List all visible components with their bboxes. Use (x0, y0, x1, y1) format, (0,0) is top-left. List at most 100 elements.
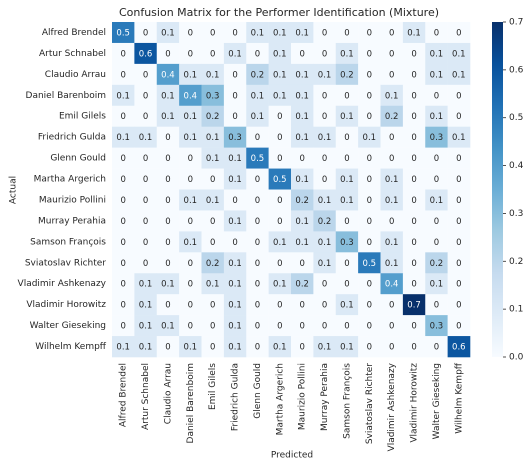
heatmap-cell (335, 315, 359, 337)
heatmap-cell (134, 22, 158, 44)
cell-label: 0 (434, 343, 439, 353)
cell-label: 0.3 (206, 91, 220, 101)
cell-label: 0 (344, 154, 349, 164)
cell-label: 0 (322, 112, 327, 122)
cell-label: 0 (434, 301, 439, 311)
heatmap-cell (380, 42, 404, 65)
heatmap-cell (380, 168, 404, 190)
cell-label: 0 (434, 238, 439, 248)
heatmap-cell (291, 273, 314, 295)
cell-label: 0.1 (228, 301, 242, 311)
heatmap-cell (358, 315, 381, 337)
heatmap-cell (425, 84, 448, 107)
heatmap-cell (380, 63, 404, 86)
heatmap-cell (112, 294, 135, 316)
cell-label: 0 (434, 154, 439, 164)
cell-label: 0 (367, 91, 372, 101)
heatmap-cell (156, 63, 180, 86)
heatmap-cell (112, 22, 135, 44)
cell-label: 0 (165, 217, 170, 227)
heatmap-cell (402, 126, 426, 148)
cell-label: 0.2 (295, 280, 309, 290)
cell-label: 0.1 (184, 343, 198, 353)
cell-label: 0.1 (273, 70, 287, 80)
heatmap-cell (313, 168, 337, 190)
cell-label: 0 (277, 259, 282, 269)
heatmap-cell (425, 147, 448, 169)
heatmap-cell (156, 273, 180, 295)
cell-label: 0 (143, 91, 148, 101)
heatmap-cell (402, 63, 426, 86)
x-tick-label: Claudio Arrau (163, 363, 173, 424)
heatmap-cell (291, 105, 314, 127)
cell-label: 0.2 (251, 70, 265, 80)
cell-label: 0.1 (318, 259, 332, 269)
cell-label: 0.1 (363, 133, 377, 143)
heatmap-cell (358, 126, 381, 148)
cell-label: 0.2 (340, 70, 354, 80)
cell-label: 0 (188, 28, 193, 38)
cell-label: 0 (143, 175, 148, 185)
heatmap-cell (156, 84, 180, 107)
y-tick-label: Murray Perahia (38, 216, 106, 226)
cell-label: 0 (411, 154, 416, 164)
heatmap-cell (201, 147, 225, 169)
cell-label: 0 (188, 259, 193, 269)
heatmap-cell (402, 210, 426, 232)
heatmap-cell (313, 63, 337, 86)
cell-label: 0.1 (184, 238, 198, 248)
cell-label: 0.1 (430, 280, 444, 290)
x-tick-label: Vladimir Ashkenazy (387, 362, 397, 451)
cell-label: 0.5 (273, 175, 287, 185)
heatmap-cell (358, 22, 381, 44)
heatmap-cell (402, 252, 426, 274)
heatmap-cell (201, 210, 225, 232)
heatmap-cell (447, 189, 471, 211)
cell-label: 0 (367, 175, 372, 185)
heatmap-cell (246, 273, 269, 295)
heatmap-cell (201, 126, 225, 148)
heatmap-cell (313, 126, 337, 148)
cell-label: 0 (322, 28, 327, 38)
heatmap-cell (425, 189, 448, 211)
heatmap-cell (335, 210, 359, 232)
cell-label: 0.1 (295, 28, 309, 38)
heatmap-cell (380, 231, 404, 253)
y-tick-label: Daniel Barenboim (26, 91, 106, 101)
cell-label: 0 (367, 154, 372, 164)
y-tick-label: Artur Schnabel (39, 49, 106, 59)
cell-label: 0 (389, 28, 394, 38)
y-tick-label: Vladimir Ashkenazy (18, 279, 107, 289)
cell-label: 0.1 (295, 112, 309, 122)
cell-label: 0 (210, 217, 215, 227)
heatmap-cell (179, 84, 202, 107)
cell-label: 0.1 (139, 133, 153, 143)
heatmap-cell (447, 63, 471, 86)
heatmap-cell (402, 105, 426, 127)
chart-title: Confusion Matrix for the Performer Ident… (119, 6, 439, 19)
cell-label: 0 (120, 259, 125, 269)
heatmap-cell (112, 105, 135, 127)
cell-label: 0 (232, 28, 237, 38)
heatmap-cell (179, 294, 202, 316)
cell-label: 0.1 (228, 154, 242, 164)
cell-label: 0 (210, 49, 215, 59)
cell-label: 0 (367, 49, 372, 59)
cell-label: 0.1 (139, 322, 153, 332)
heatmap-cell (156, 294, 180, 316)
cell-label: 0.1 (206, 154, 220, 164)
cell-label: 0 (344, 322, 349, 332)
heatmap-cell (134, 252, 158, 274)
heatmap-cell (402, 42, 426, 65)
heatmap-cell (156, 105, 180, 127)
colorbar-tick-label: 0.5 (509, 113, 523, 123)
cell-label: 0 (434, 91, 439, 101)
heatmap-cell (291, 315, 314, 337)
heatmap-cell (268, 294, 292, 316)
cell-label: 0.1 (430, 49, 444, 59)
heatmap-cell (179, 22, 202, 44)
heatmap-cell (447, 294, 471, 316)
heatmap-cell (402, 294, 426, 316)
heatmap-cell (223, 126, 247, 148)
cell-label: 0 (143, 196, 148, 206)
